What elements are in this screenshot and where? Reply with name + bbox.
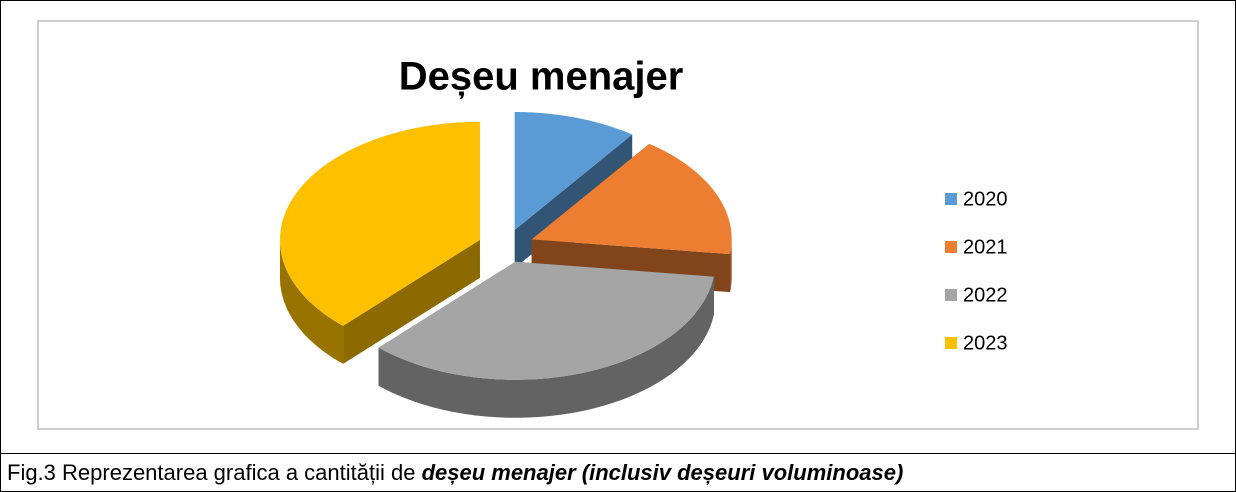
slice-wall [343,239,480,364]
legend-label: 2021 [963,236,1008,258]
legend-swatch [945,337,957,349]
slice-side [378,276,714,418]
caption-emphasis: deșeu menajer (inclusiv deșeuri volumino… [421,460,904,485]
legend-label: 2022 [963,284,1008,306]
legend-swatch [945,289,957,301]
chart: Deșeu menajer 2020 2021 2022 2023 [37,20,1199,430]
slice-side [279,239,344,364]
legend-swatch [945,241,957,253]
slice [531,143,732,255]
slice [378,261,714,380]
slice [280,121,480,326]
legend: 2020 2021 2022 2023 [945,188,1008,354]
legend-label: 2020 [963,188,1008,210]
legend-label: 2023 [963,332,1008,354]
slice [514,112,633,231]
pie [279,112,732,418]
slice-side [730,239,732,293]
chart-row: Deșeu menajer 2020 2021 2022 2023 [1,1,1235,454]
caption-text: Fig.3 Reprezentarea grafica a cantității… [7,460,422,485]
chart-title: Deșeu menajer [399,55,684,99]
legend-swatch [945,193,957,205]
caption: Fig.3 Reprezentarea grafica a cantității… [7,457,903,489]
